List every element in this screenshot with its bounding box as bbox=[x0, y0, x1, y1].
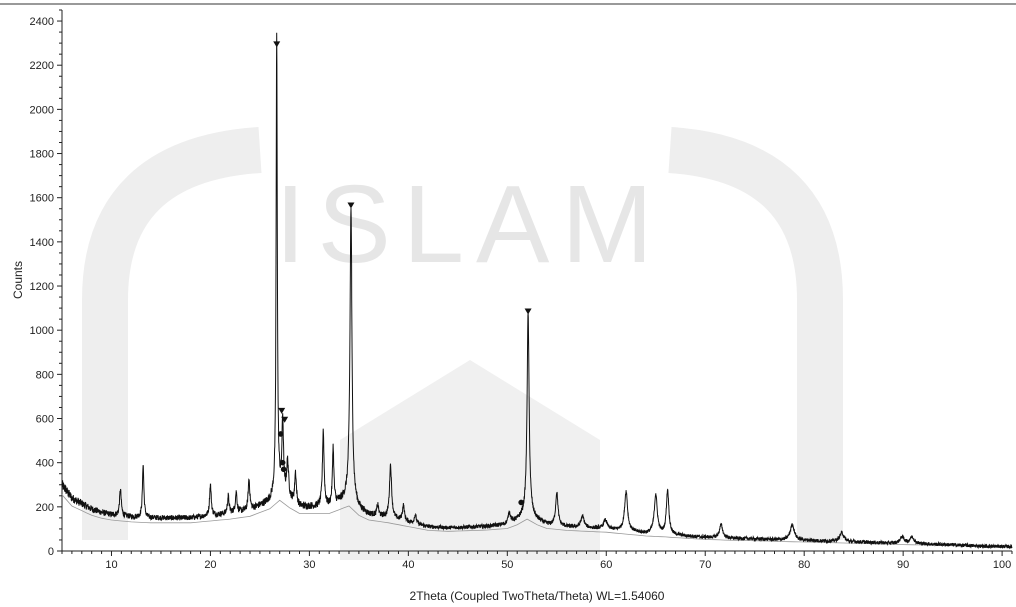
annotation-point bbox=[280, 466, 287, 473]
x-tick-label: 30 bbox=[303, 559, 315, 571]
x-tick-label: 10 bbox=[105, 559, 117, 571]
x-axis-title: 2Theta (Coupled TwoTheta/Theta) WL=1.540… bbox=[410, 589, 665, 603]
y-tick-label: 1400 bbox=[30, 237, 54, 249]
annotation-point bbox=[279, 459, 286, 466]
peak-marker-icon bbox=[278, 407, 286, 414]
x-tick-label: 70 bbox=[699, 559, 711, 571]
x-tick-label: 100 bbox=[993, 559, 1011, 571]
y-tick-label: 1800 bbox=[30, 149, 54, 161]
y-tick-label: 0 bbox=[48, 546, 54, 558]
watermark-text: ISLAM bbox=[275, 163, 665, 286]
peak-markers bbox=[273, 41, 532, 423]
y-tick-label: 600 bbox=[36, 414, 54, 426]
y-tick-label: 200 bbox=[36, 502, 54, 514]
peak-marker-icon bbox=[281, 416, 289, 423]
y-tick-label: 1600 bbox=[30, 193, 54, 205]
watermark-arc-icon bbox=[82, 127, 843, 540]
annotation-point bbox=[277, 431, 284, 437]
series-line bbox=[61, 32, 1013, 550]
y-ticks: 0 200 400 600 800 1000 1200 1400 1600 1800 2000 220… bbox=[30, 9, 62, 558]
y-tick-label: 2200 bbox=[30, 60, 54, 72]
x-tick-label: 40 bbox=[402, 559, 414, 571]
annotation-points bbox=[277, 431, 524, 506]
y-tick-label: 1000 bbox=[30, 325, 54, 337]
watermark-emblem-icon bbox=[340, 360, 600, 560]
x-tick-label: 80 bbox=[798, 559, 810, 571]
y-tick-label: 1200 bbox=[30, 281, 54, 293]
y-tick-label: 2400 bbox=[30, 16, 54, 28]
watermark: ISLAM bbox=[82, 127, 843, 560]
x-tick-label: 50 bbox=[501, 559, 513, 571]
peak-marker-icon bbox=[347, 202, 355, 209]
y-axis-title: Counts bbox=[11, 261, 25, 299]
y-tick-label: 2000 bbox=[30, 104, 54, 116]
y-tick-label: 800 bbox=[36, 369, 54, 381]
background-curve bbox=[61, 494, 1012, 548]
y-tick-label: 400 bbox=[36, 458, 54, 470]
peak-marker-icon bbox=[524, 308, 532, 315]
annotation-point bbox=[518, 499, 524, 506]
x-tick-label: 20 bbox=[204, 559, 216, 571]
x-tick-label: 60 bbox=[600, 559, 612, 571]
x-ticks: 10 20 30 40 50 60 70 80 90 100 bbox=[61, 551, 1013, 571]
peak-marker-icon bbox=[273, 41, 281, 48]
x-tick-label: 90 bbox=[897, 559, 909, 571]
